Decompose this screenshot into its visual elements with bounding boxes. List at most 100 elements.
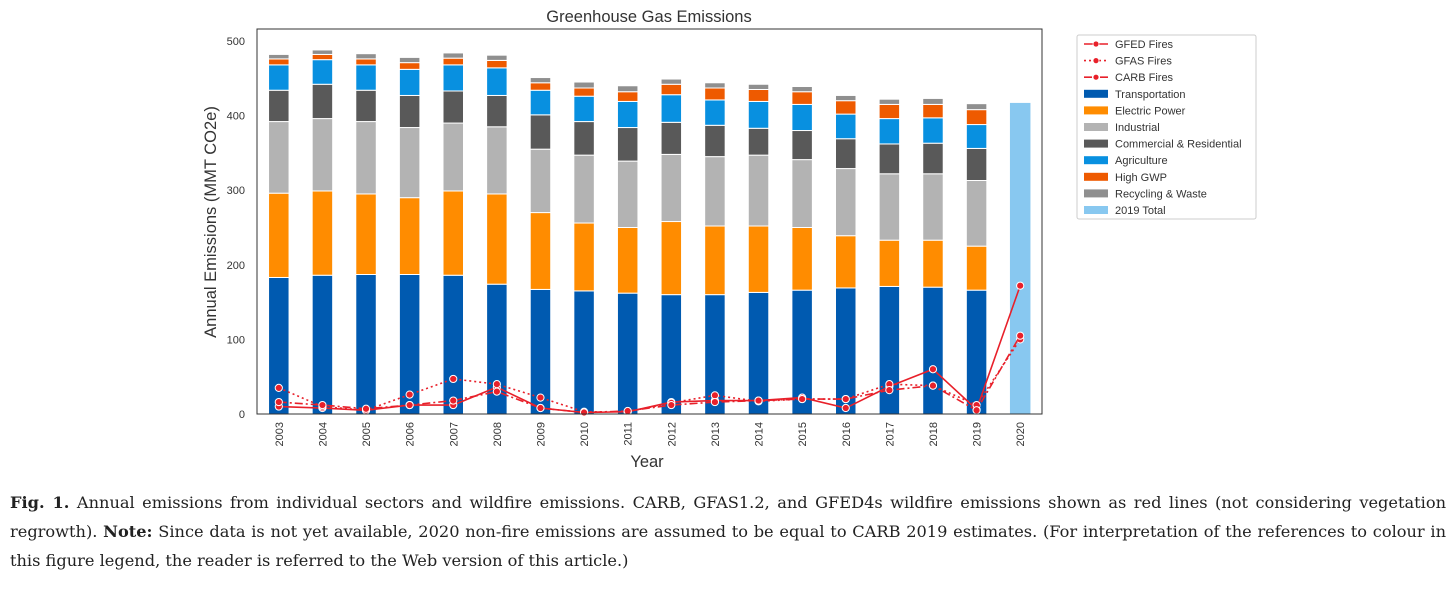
bar-recycling-waste-2012 [660, 78, 683, 85]
bar-industrial-2013 [704, 156, 726, 227]
point-carb-fires-2017 [885, 386, 894, 395]
bar-industrial-2005 [355, 121, 377, 195]
caption-text: Annual emissions from individual sectors… [10, 493, 1446, 541]
bar-recycling-waste-2018 [922, 97, 944, 105]
point-carb-fires-2011 [623, 406, 632, 416]
bar-industrial-2004 [311, 118, 334, 192]
bar-commercial-residential-2009 [529, 114, 552, 150]
bar-recycling-waste-2005 [355, 53, 377, 60]
y-axis-ticks: 0 100 200 300 400 500 [227, 36, 245, 421]
legend-label-agriculture: Agriculture [1115, 155, 1168, 167]
bar-recycling-waste-2016 [835, 94, 857, 102]
bar-agriculture-2013 [704, 99, 726, 126]
bar-agriculture-2015 [791, 103, 813, 132]
bar-commercial-residential-2011 [616, 127, 639, 162]
legend-label-2019-total: 2019 Total [1115, 205, 1166, 217]
bar-electric-power-2008 [486, 193, 508, 285]
bar-transportation-2011 [616, 292, 639, 415]
bar-commercial-residential-2018 [922, 142, 944, 175]
x-tick-label-2006: 2006 [405, 422, 417, 446]
x-tick-label-2012: 2012 [666, 422, 678, 446]
bar-electric-power-2003 [268, 192, 290, 278]
point-carb-fires-2010 [579, 408, 589, 417]
bar-high-gwp-2008 [486, 59, 508, 69]
point-carb-fires-2014 [754, 396, 763, 405]
bar-commercial-residential-2010 [573, 121, 595, 156]
x-tick-label-2015: 2015 [797, 422, 809, 446]
bar-industrial-2007 [442, 122, 464, 192]
bar-recycling-waste-2007 [442, 52, 464, 59]
caption-note-text: Since data is not yet available, 2020 no… [10, 522, 1446, 570]
bar-commercial-residential-2012 [660, 121, 683, 155]
bar-high-gwp-2007 [442, 57, 464, 66]
bar-transportation-2004 [311, 274, 334, 415]
bar-recycling-waste-2008 [486, 54, 508, 61]
legend-swatch-high-gwp [1084, 172, 1108, 181]
bar-electric-power-2012 [660, 221, 683, 296]
legend-label-gfed-fires: GFED Fires [1115, 39, 1174, 51]
point-carb-fires-2003 [274, 397, 283, 407]
point-carb-fires-2012 [667, 400, 676, 410]
legend-marker-gfas-fires [1092, 57, 1100, 64]
y-axis-label: Annual Emissions (MMT CO2e) [202, 106, 220, 338]
bar-recycling-waste-2013 [704, 82, 726, 89]
bar-agriculture-2007 [442, 64, 464, 92]
bar-recycling-waste-2010 [573, 81, 595, 89]
bar-commercial-residential-2019 [965, 147, 988, 182]
y-tick-label-100: 100 [227, 334, 245, 346]
bar-high-gwp-2009 [529, 82, 552, 91]
bar-high-gwp-2016 [835, 100, 857, 115]
bar-agriculture-2017 [878, 118, 901, 145]
x-tick-label-2016: 2016 [841, 422, 853, 446]
bar-agriculture-2012 [660, 94, 683, 123]
point-gfas-fires-2008 [492, 380, 501, 389]
bar-high-gwp-2006 [398, 62, 421, 70]
x-tick-label-2010: 2010 [579, 422, 591, 446]
bar-transportation-2012 [660, 294, 683, 415]
bar-electric-power-2006 [398, 197, 421, 275]
legend: GFED Fires GFAS Fires CARB Fires Transporta… [1076, 34, 1257, 220]
bar-electric-power-2019 [965, 245, 988, 291]
x-tick-label-2005: 2005 [361, 422, 373, 446]
point-gfas-fires-2013 [710, 391, 720, 400]
bar-agriculture-2006 [398, 68, 421, 96]
bar-electric-power-2017 [878, 239, 901, 287]
bar-commercial-residential-2017 [878, 143, 901, 175]
y-tick-label-0: 0 [239, 409, 245, 421]
bar-commercial-residential-2003 [268, 89, 290, 123]
x-tick-label-2007: 2007 [448, 422, 460, 446]
bar-high-gwp-2010 [573, 87, 595, 97]
y-tick-label-300: 300 [227, 185, 245, 197]
legend-label-gfas-fires: GFAS Fires [1115, 56, 1172, 68]
x-tick-label-2003: 2003 [274, 422, 286, 446]
bar-recycling-waste-2004 [311, 49, 334, 55]
bar-industrial-2009 [529, 148, 552, 214]
bar-industrial-2008 [486, 126, 508, 195]
bar-high-gwp-2018 [922, 103, 944, 119]
bar-recycling-waste-2009 [529, 77, 552, 84]
point-gfas-fires-2003 [274, 383, 283, 392]
bar-transportation-2010 [573, 290, 595, 415]
bar-electric-power-2004 [311, 190, 334, 276]
x-tick-label-2013: 2013 [710, 422, 722, 446]
bar-2019-total-2020 [1009, 102, 1031, 414]
bar-electric-power-2009 [529, 212, 552, 290]
bar-industrial-2019 [965, 180, 988, 247]
bar-industrial-2015 [791, 159, 813, 228]
bars-layer [268, 49, 1031, 415]
chart-title: Greenhouse Gas Emissions [546, 8, 751, 26]
bar-commercial-residential-2007 [442, 90, 464, 124]
bar-commercial-residential-2016 [835, 138, 857, 170]
legend-swatch-industrial [1084, 123, 1108, 131]
bar-recycling-waste-2014 [747, 83, 770, 90]
caption-note-label: Note: [103, 522, 153, 541]
bar-high-gwp-2017 [878, 103, 901, 120]
legend-marker-carb-fires [1092, 73, 1100, 81]
y-tick-label-400: 400 [227, 111, 245, 123]
bar-transportation-2014 [747, 291, 770, 415]
x-tick-label-2004: 2004 [317, 422, 329, 446]
bar-agriculture-2014 [747, 100, 770, 129]
point-gfas-fires-2006 [405, 390, 414, 399]
point-gfed-fires-2016 [841, 403, 850, 413]
bar-agriculture-2008 [486, 67, 508, 96]
